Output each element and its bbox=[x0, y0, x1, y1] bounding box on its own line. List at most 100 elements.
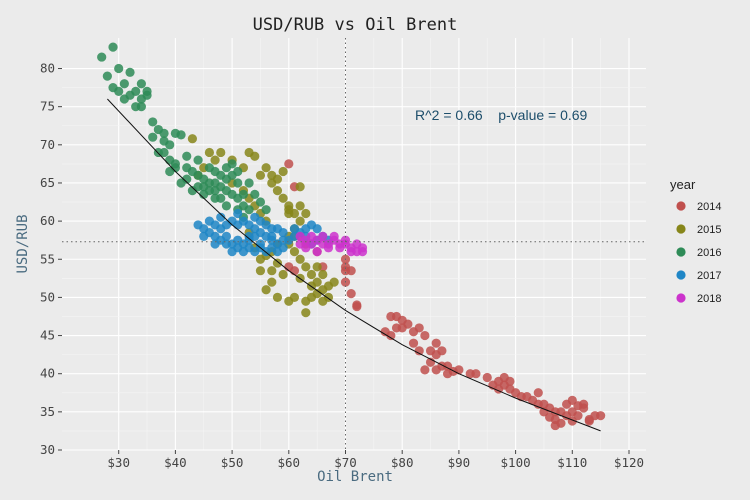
point-2014 bbox=[408, 327, 419, 337]
point-2018 bbox=[312, 247, 322, 257]
point-2016 bbox=[165, 166, 175, 177]
point-2015 bbox=[250, 151, 260, 161]
point-2016 bbox=[159, 136, 169, 146]
y-tick-label: 35 bbox=[40, 404, 55, 419]
point-2018 bbox=[340, 235, 351, 245]
point-2018 bbox=[323, 243, 334, 253]
point-2016 bbox=[108, 82, 118, 93]
x-tick-label: $30 bbox=[107, 455, 130, 470]
point-2014 bbox=[431, 365, 441, 375]
x-tick-label: $90 bbox=[448, 455, 471, 470]
y-tick-label: 45 bbox=[40, 328, 55, 343]
point-2017 bbox=[267, 231, 277, 241]
point-2016 bbox=[153, 147, 163, 158]
point-2014 bbox=[584, 416, 594, 426]
point-2014 bbox=[431, 338, 441, 348]
legend-label-2014: 2014 bbox=[697, 201, 721, 213]
point-2016 bbox=[221, 174, 232, 184]
point-2015 bbox=[278, 166, 288, 177]
y-axis-title: USD/RUB bbox=[15, 214, 31, 273]
legend-key-2018 bbox=[676, 293, 686, 303]
point-2014 bbox=[425, 346, 436, 356]
y-tick-label: 40 bbox=[40, 366, 55, 381]
point-2015 bbox=[301, 208, 311, 219]
point-2015 bbox=[301, 308, 311, 318]
point-2016 bbox=[199, 182, 209, 192]
point-2015 bbox=[187, 134, 198, 144]
point-2016 bbox=[159, 128, 169, 138]
point-2015 bbox=[278, 269, 288, 280]
point-2015 bbox=[255, 266, 266, 276]
point-2017 bbox=[216, 212, 226, 222]
chart-title: USD/RUB vs Oil Brent bbox=[253, 15, 458, 35]
point-2015 bbox=[295, 254, 305, 264]
point-2015 bbox=[284, 205, 294, 215]
point-2018 bbox=[318, 231, 328, 241]
point-2016 bbox=[148, 132, 158, 142]
point-2015 bbox=[261, 163, 271, 173]
point-2015 bbox=[272, 292, 283, 303]
point-2014 bbox=[522, 391, 532, 402]
point-2014 bbox=[420, 365, 430, 375]
point-2017 bbox=[210, 239, 220, 249]
y-tick-label: 65 bbox=[40, 175, 55, 190]
point-2014 bbox=[437, 346, 447, 356]
point-2014 bbox=[573, 401, 583, 411]
y-tick-label: 30 bbox=[40, 442, 55, 457]
point-2014 bbox=[386, 311, 396, 322]
point-2014 bbox=[420, 330, 430, 341]
x-axis-title: Oil Brent bbox=[317, 469, 393, 485]
x-tick-label: $110 bbox=[557, 455, 587, 470]
legend-title: year bbox=[670, 177, 696, 192]
point-2017 bbox=[244, 231, 254, 241]
point-2017 bbox=[233, 208, 243, 219]
point-2015 bbox=[261, 285, 271, 295]
point-2015 bbox=[301, 262, 311, 272]
point-2015 bbox=[272, 185, 283, 196]
point-2016 bbox=[114, 63, 124, 74]
legend-key-2014 bbox=[676, 201, 686, 211]
point-2017 bbox=[278, 227, 288, 238]
point-2016 bbox=[108, 42, 118, 52]
x-tick-label: $60 bbox=[278, 455, 301, 470]
point-2016 bbox=[227, 159, 237, 169]
point-2016 bbox=[210, 185, 220, 196]
point-2016 bbox=[125, 90, 135, 100]
point-2016 bbox=[216, 193, 226, 203]
point-2017 bbox=[193, 220, 203, 230]
point-2016 bbox=[210, 166, 220, 177]
legend-label-2015: 2015 bbox=[697, 224, 721, 236]
point-2014 bbox=[380, 327, 390, 337]
legend-label-2017: 2017 bbox=[697, 270, 721, 282]
point-2017 bbox=[312, 224, 322, 234]
point-2015 bbox=[267, 277, 277, 287]
point-2018 bbox=[295, 239, 305, 249]
x-tick-label: $40 bbox=[164, 455, 187, 470]
point-2018 bbox=[306, 231, 317, 241]
y-tick-label: 80 bbox=[40, 61, 55, 76]
x-tick-label: $120 bbox=[614, 455, 644, 470]
point-2014 bbox=[352, 301, 362, 312]
point-2014 bbox=[284, 159, 294, 169]
point-2015 bbox=[255, 170, 266, 180]
point-2015 bbox=[306, 269, 317, 280]
trend-curve bbox=[107, 98, 601, 432]
point-2016 bbox=[244, 205, 254, 215]
y-tick-label: 70 bbox=[40, 137, 55, 152]
point-2015 bbox=[216, 147, 226, 158]
point-2016 bbox=[221, 201, 232, 211]
point-2015 bbox=[295, 216, 305, 226]
point-2015 bbox=[210, 155, 220, 165]
point-2017 bbox=[278, 243, 288, 253]
point-2014 bbox=[482, 372, 492, 383]
point-2016 bbox=[233, 178, 243, 188]
point-2016 bbox=[255, 197, 266, 207]
y-tick-label: 55 bbox=[40, 251, 55, 266]
x-axis-ticks: $30 $40 $50 $60 $70 $80 $90 $100 $110 $120 bbox=[107, 450, 644, 470]
point-2018 bbox=[352, 247, 362, 257]
y-axis-ticks: 30 35 40 45 50 55 60 65 70 75 80 bbox=[40, 61, 62, 457]
point-2014 bbox=[550, 420, 560, 431]
point-2015 bbox=[272, 174, 283, 184]
point-2016 bbox=[182, 151, 192, 161]
